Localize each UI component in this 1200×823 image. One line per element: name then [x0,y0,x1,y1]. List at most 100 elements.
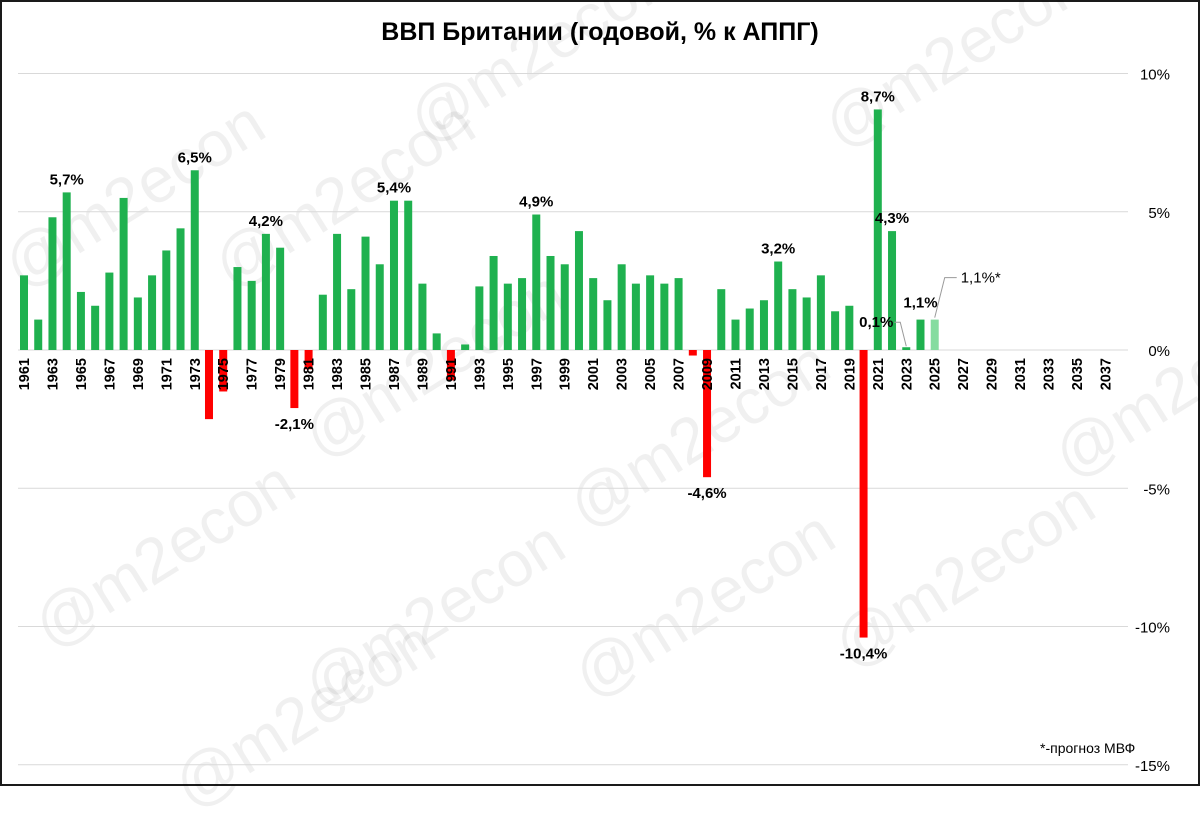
bar-2024 [916,319,925,350]
x-tick-label: 1971 [159,358,175,390]
bar-1985 [361,236,370,350]
bar-2015 [788,289,797,350]
data-label-1997: 4,9% [519,194,553,211]
bar-2010 [717,289,726,350]
bar-2021 [873,109,882,350]
x-tick-label: 1961 [17,358,33,390]
bar-1993 [475,286,484,350]
bar-1997 [532,214,541,350]
leader-line-2025 [934,277,957,318]
bar-1972 [176,228,185,350]
bar-2001 [589,278,598,350]
data-label-1980: -2,1% [275,416,314,433]
bar-1981 [304,350,313,370]
bar-2009 [703,350,712,478]
x-tick-label: 1963 [45,358,61,390]
data-label-2021: 8,7% [861,88,895,105]
bar-2016 [802,297,811,350]
chart-svg: 10% 5% 0% -5% -10% -15% 1961 1963 1965 1967 1969 19… [17,67,1170,775]
data-label-1973: 6,5% [178,149,212,166]
data-label-2020: -10,4% [840,646,888,663]
bar-1977 [247,280,256,350]
bar-2002 [603,300,612,350]
bar-1978 [261,233,270,350]
bar-2025 [930,319,939,350]
bar-2011 [731,319,740,350]
data-label-2025: 1,1%* [961,270,1001,287]
bar-2000 [574,231,583,350]
x-tick-label: 1999 [558,358,574,390]
x-tick-label: 1983 [330,358,346,390]
bar-1962 [34,319,43,350]
x-tick-label: 2001 [586,358,602,390]
bar-1970 [148,275,157,350]
chart-title: ВВП Британии (годовой, % к АППГ) [381,18,819,46]
bar-2003 [617,264,626,350]
bar-1982 [318,294,327,350]
bar-2022 [888,231,897,350]
bar-1984 [347,289,356,350]
x-tick-label: 2015 [785,358,801,390]
bar-1989 [418,283,427,350]
x-tick-label: 2023 [899,358,915,390]
bar-2004 [631,283,640,350]
bar-1975 [219,350,228,392]
x-tick-label: 2025 [928,358,944,390]
x-tick-label: 2007 [672,358,688,390]
x-tick-label: 2027 [956,358,972,390]
bar-1969 [133,297,142,350]
y-tick-label: 10% [1140,67,1170,84]
x-tick-label: 1989 [415,358,431,390]
bar-1991 [446,350,455,381]
bar-1986 [375,264,384,350]
bar-2014 [774,261,783,350]
bar-2008 [688,350,697,356]
data-label-1978: 4,2% [249,213,283,230]
data-label-2024: 1,1% [903,295,937,312]
y-tick-label: -15% [1135,758,1170,775]
x-tick-label: 2019 [842,358,858,390]
x-tick-label: 1973 [188,358,204,390]
bar-1987 [389,200,398,350]
bar-2017 [816,275,825,350]
x-tick-label: 1977 [245,358,261,390]
bar-1998 [546,255,555,350]
x-tick-label: 1967 [102,358,118,390]
x-tick-label: 2013 [757,358,773,390]
y-tick-label: 0% [1148,343,1170,360]
bar-1973 [190,170,199,350]
bar-1996 [518,278,527,350]
data-label-2022: 4,3% [875,210,909,227]
bar-2020 [859,350,868,638]
x-tick-label: 1987 [387,358,403,390]
data-label-2014: 3,2% [761,241,795,258]
bar-1980 [290,350,299,409]
bar-1990 [432,333,441,350]
x-tick-label: 1979 [273,358,289,390]
x-tick-label: 2005 [643,358,659,390]
bar-2005 [646,275,655,350]
x-tick-label: 2029 [985,358,1001,390]
bar-2013 [759,300,768,350]
x-tick-label: 1975 [216,358,232,390]
bar-1966 [91,305,100,350]
y-tick-label: -5% [1143,481,1170,498]
bar-1995 [503,283,512,350]
y-tick-label: -10% [1135,620,1170,637]
bar-1974 [204,350,213,420]
x-tick-label: 2021 [871,358,887,390]
x-tick-label: 2031 [1013,358,1029,390]
bar-1999 [560,264,569,350]
data-label-2023: 0,1% [859,314,893,331]
bar-1994 [489,255,498,350]
x-tick-label: 1981 [302,358,318,390]
bar-1971 [162,250,171,350]
bar-1968 [119,197,128,350]
bar-1988 [404,200,413,350]
bar-1967 [105,272,114,350]
x-tick-label: 2017 [814,358,830,390]
forecast-footnote: *-прогноз МВФ [1040,740,1136,756]
x-tick-label: 2035 [1070,358,1086,390]
data-label-1964: 5,7% [50,171,84,188]
x-tick-label: 2037 [1098,358,1114,390]
